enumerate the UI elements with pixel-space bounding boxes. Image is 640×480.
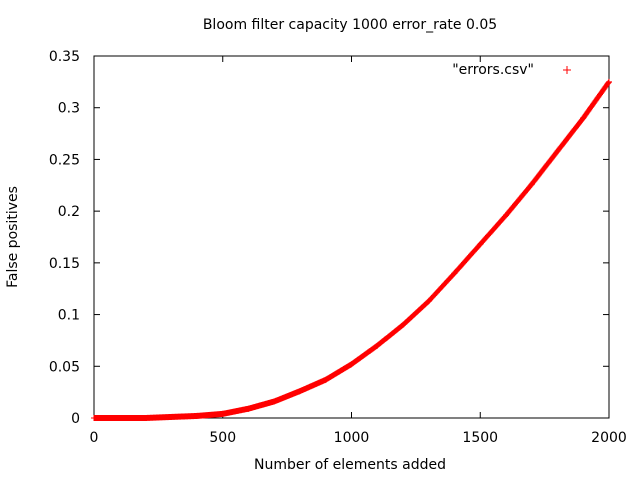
- x-tick-label: 0: [90, 430, 99, 446]
- data-point: [425, 298, 432, 305]
- data-point: [503, 212, 509, 219]
- data-point: [245, 405, 252, 412]
- data-point: [219, 410, 226, 417]
- y-tick-label: 0: [71, 411, 80, 427]
- x-axis: 0 500 1000 1500 2000: [90, 56, 627, 446]
- y-tick-label: 0.3: [58, 101, 80, 117]
- data-point: [142, 415, 149, 421]
- data-point: [168, 413, 175, 420]
- data-point: [580, 115, 587, 122]
- x-tick-label: 1500: [462, 430, 498, 446]
- y-tick-label: 0.25: [49, 152, 80, 168]
- data-point: [451, 270, 458, 277]
- legend-marker-plus-icon: [563, 66, 571, 74]
- y-tick-label: 0.15: [49, 256, 80, 272]
- data-point: [322, 376, 329, 383]
- y-axis-title: False positives: [5, 186, 21, 288]
- y-tick-label: 0.35: [49, 49, 80, 65]
- data-point: [528, 181, 535, 188]
- data-point: [374, 342, 381, 349]
- data-point: [400, 321, 406, 328]
- data-point: [554, 148, 561, 155]
- data-point: [606, 78, 612, 85]
- chart-title: Bloom filter capacity 1000 error_rate 0.…: [203, 17, 497, 33]
- data-point: [477, 241, 484, 248]
- data-point: [271, 398, 278, 405]
- x-tick-label: 2000: [591, 430, 627, 446]
- data-point: [91, 415, 97, 421]
- data-point: [348, 361, 355, 368]
- legend-label: "errors.csv": [452, 62, 534, 78]
- legend: "errors.csv": [452, 62, 571, 78]
- y-tick-label: 0.05: [49, 359, 80, 375]
- y-tick-label: 0.1: [58, 308, 80, 324]
- x-tick-label: 1000: [334, 430, 370, 446]
- x-tick-label: 500: [209, 430, 236, 446]
- x-axis-title: Number of elements added: [254, 457, 446, 473]
- legend-marker-path: [563, 66, 571, 74]
- series-markers: [91, 79, 612, 421]
- data-point: [297, 388, 303, 395]
- y-axis: 0 0.05 0.1 0.15 0.2 0.25 0.3 0.35: [49, 49, 609, 427]
- data-point: [116, 415, 123, 421]
- series-errors-csv: [91, 78, 612, 421]
- y-tick-label: 0.2: [58, 204, 80, 220]
- data-point: [194, 412, 200, 419]
